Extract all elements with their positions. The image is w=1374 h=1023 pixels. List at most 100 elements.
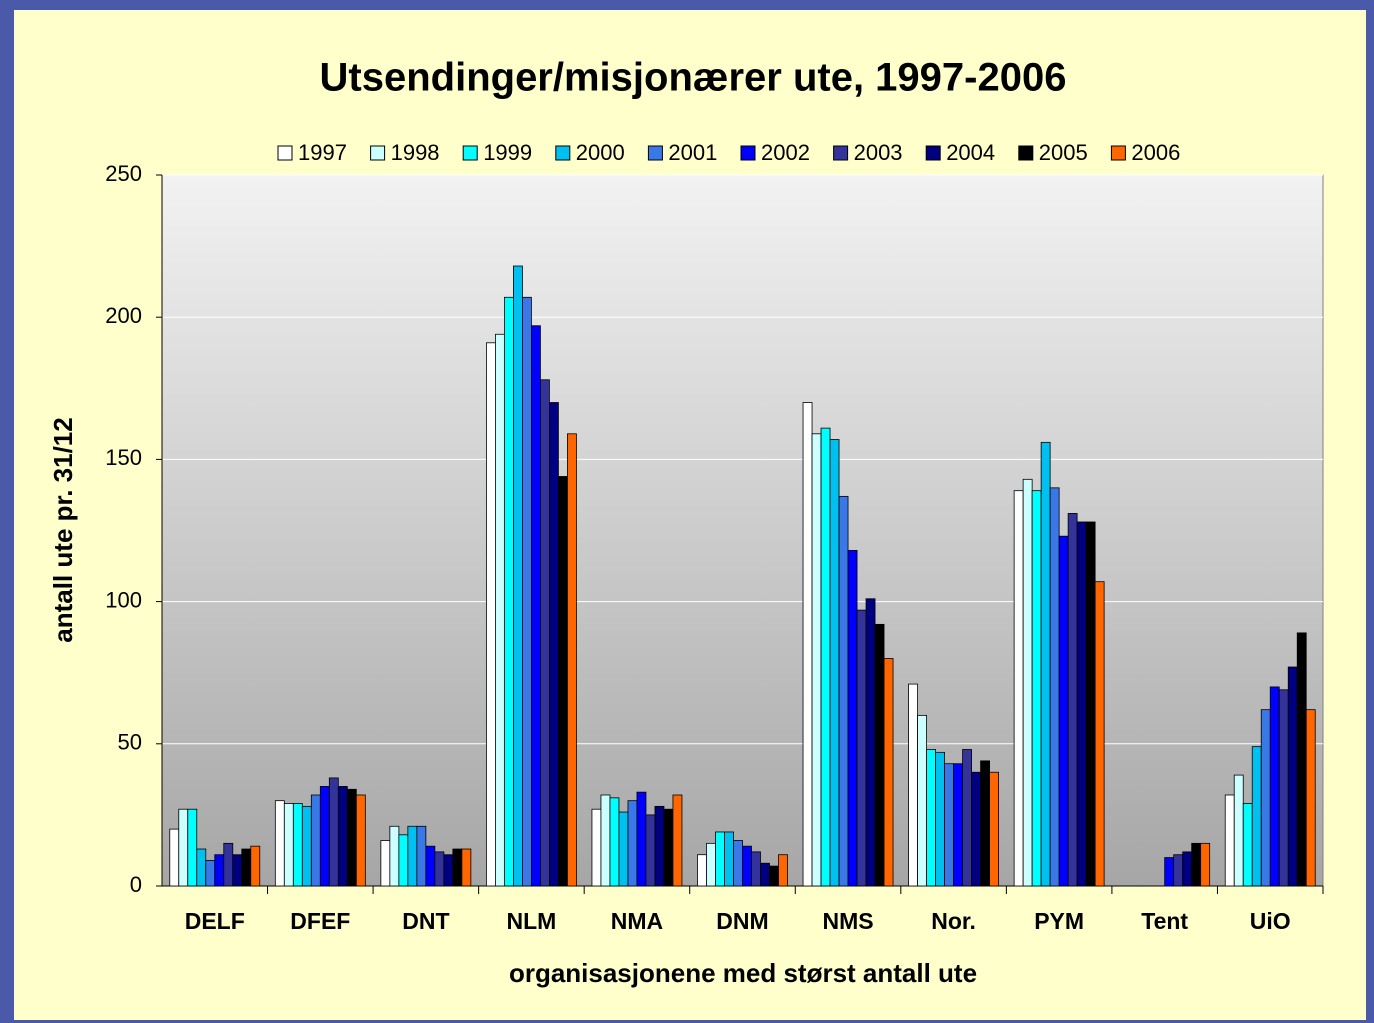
legend-swatch: [1018, 145, 1034, 161]
x-tick-label: Nor.: [931, 908, 976, 934]
legend-label: 2006: [1131, 140, 1180, 165]
y-axis-title: antall ute pr. 31/12: [48, 417, 78, 642]
bar: [742, 845, 752, 887]
x-tick-label: DNM: [716, 908, 768, 934]
bar: [223, 842, 234, 887]
bar: [733, 840, 743, 887]
bar: [917, 714, 927, 887]
bar: [769, 865, 779, 887]
bar: [416, 825, 427, 887]
bar: [1260, 709, 1271, 887]
bar: [214, 854, 225, 887]
bar: [654, 805, 665, 887]
x-tick-label: NMS: [822, 908, 873, 934]
x-tick-label: DNT: [402, 908, 449, 934]
bar: [1031, 490, 1042, 887]
x-tick-label: DFEF: [290, 908, 350, 934]
x-tick-label: Tent: [1141, 908, 1188, 934]
y-tick-label: 200: [105, 303, 142, 328]
bar: [1296, 632, 1307, 887]
bar: [1251, 746, 1262, 887]
bar: [531, 325, 541, 887]
bar: [169, 828, 180, 887]
y-tick-label: 150: [105, 445, 142, 470]
bar: [301, 805, 312, 887]
bar: [205, 860, 216, 887]
bar: [645, 814, 656, 887]
bar: [196, 848, 207, 887]
bar: [609, 797, 620, 887]
y-tick-label: 100: [105, 587, 142, 612]
bar: [883, 658, 894, 887]
bar: [944, 763, 954, 887]
legend-label: 2004: [946, 140, 995, 165]
legend-label: 2000: [576, 140, 625, 165]
bar: [452, 848, 463, 887]
legend-swatch: [833, 145, 849, 161]
bar: [874, 623, 885, 887]
bar: [1278, 689, 1289, 887]
legend-label: 1999: [483, 140, 532, 165]
legend-label: 1998: [391, 140, 440, 165]
bar: [856, 609, 867, 887]
x-tick-label: NLM: [506, 908, 556, 934]
legend-label: 2001: [668, 140, 717, 165]
y-tick-label: 0: [130, 872, 142, 897]
bar: [1085, 521, 1096, 887]
legend-swatch: [925, 145, 941, 161]
bar: [1182, 851, 1193, 887]
bar: [337, 786, 348, 887]
bar: [241, 848, 252, 887]
bar: [310, 794, 321, 887]
legend-swatch: [277, 145, 293, 161]
bar: [715, 831, 725, 887]
bar: [178, 808, 189, 887]
bar: [802, 402, 813, 887]
bar: [407, 825, 418, 887]
legend-swatch: [647, 145, 663, 161]
bar: [1058, 535, 1069, 887]
bar: [328, 777, 339, 887]
bar: [1094, 581, 1105, 887]
y-tick-label: 50: [118, 730, 142, 755]
bar: [962, 749, 972, 887]
x-tick-label: DELF: [185, 908, 245, 934]
bar: [1173, 854, 1184, 887]
bar: [1233, 774, 1244, 887]
bar: [1040, 441, 1051, 887]
legend-swatch: [370, 145, 386, 161]
bar: [274, 800, 285, 887]
bar: [1269, 686, 1280, 887]
bar: [980, 760, 990, 887]
legend-swatch: [1110, 145, 1126, 161]
legend-swatch: [462, 145, 478, 161]
bar: [398, 834, 409, 887]
bar: [1305, 709, 1316, 887]
x-tick-label: PYM: [1034, 908, 1084, 934]
plot-area: [161, 174, 1324, 887]
x-tick-label: NMA: [611, 908, 663, 934]
bar: [355, 794, 366, 887]
bar: [706, 842, 716, 887]
legend-label: 1997: [298, 140, 347, 165]
bar: [953, 763, 963, 887]
bar: [1022, 478, 1033, 887]
bar: [486, 342, 496, 887]
bar: [1224, 794, 1235, 887]
bar: [636, 791, 647, 887]
bar: [724, 831, 734, 887]
bar: [1076, 521, 1087, 887]
bar: [319, 786, 330, 887]
legend-swatch: [555, 145, 571, 161]
x-axis-title: organisasjonene med størst antall ute: [509, 958, 977, 988]
bar: [672, 794, 683, 887]
legend-label: 2002: [761, 140, 810, 165]
bar: [504, 296, 514, 887]
bar: [1067, 513, 1078, 887]
bar: [697, 854, 707, 887]
bar: [346, 788, 357, 887]
bar: [838, 495, 849, 887]
bar: [760, 862, 770, 887]
bar: [1013, 490, 1024, 887]
